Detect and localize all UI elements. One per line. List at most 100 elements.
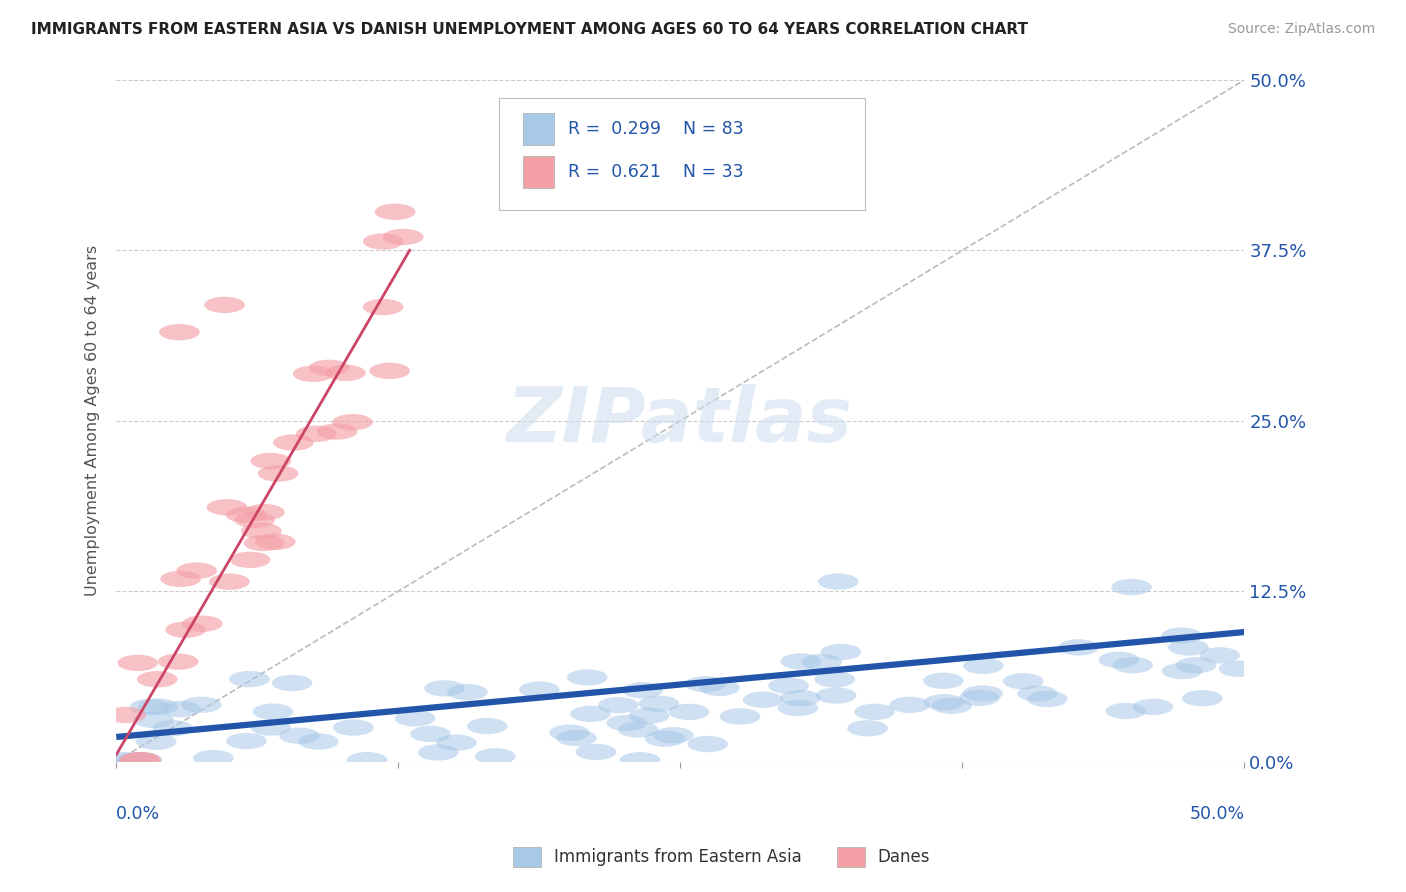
- Ellipse shape: [855, 704, 894, 720]
- Ellipse shape: [152, 720, 193, 737]
- Ellipse shape: [207, 499, 247, 516]
- Text: Danes: Danes: [877, 848, 929, 866]
- Ellipse shape: [395, 710, 436, 726]
- Ellipse shape: [375, 203, 415, 220]
- Ellipse shape: [668, 704, 709, 720]
- Ellipse shape: [848, 720, 887, 737]
- Ellipse shape: [121, 752, 162, 768]
- Ellipse shape: [240, 523, 281, 539]
- Ellipse shape: [136, 671, 177, 688]
- Ellipse shape: [1168, 640, 1209, 656]
- Ellipse shape: [575, 744, 616, 760]
- Ellipse shape: [136, 733, 177, 750]
- Ellipse shape: [183, 615, 222, 632]
- Ellipse shape: [382, 228, 423, 245]
- Ellipse shape: [1112, 657, 1153, 673]
- Text: 50.0%: 50.0%: [1189, 805, 1244, 823]
- Ellipse shape: [645, 731, 685, 747]
- Ellipse shape: [962, 685, 1002, 702]
- Text: ZIPatlas: ZIPatlas: [508, 384, 853, 458]
- Ellipse shape: [815, 688, 856, 704]
- Ellipse shape: [628, 707, 669, 724]
- Ellipse shape: [229, 671, 270, 688]
- Ellipse shape: [193, 750, 233, 766]
- Ellipse shape: [1199, 647, 1240, 664]
- Text: 0.0%: 0.0%: [117, 805, 160, 823]
- Ellipse shape: [467, 718, 508, 734]
- Ellipse shape: [768, 678, 808, 694]
- Ellipse shape: [418, 744, 458, 761]
- Ellipse shape: [931, 698, 972, 714]
- Text: Source: ZipAtlas.com: Source: ZipAtlas.com: [1227, 22, 1375, 37]
- Ellipse shape: [742, 691, 783, 708]
- Ellipse shape: [280, 728, 319, 744]
- Ellipse shape: [1182, 690, 1223, 706]
- Ellipse shape: [1175, 657, 1216, 673]
- Ellipse shape: [105, 706, 146, 723]
- Ellipse shape: [138, 698, 179, 714]
- Ellipse shape: [122, 752, 162, 768]
- Ellipse shape: [436, 735, 477, 751]
- Ellipse shape: [370, 363, 411, 379]
- Ellipse shape: [519, 681, 560, 698]
- Ellipse shape: [298, 733, 339, 749]
- Ellipse shape: [209, 574, 250, 590]
- Text: IMMIGRANTS FROM EASTERN ASIA VS DANISH UNEMPLOYMENT AMONG AGES 60 TO 64 YEARS CO: IMMIGRANTS FROM EASTERN ASIA VS DANISH U…: [31, 22, 1028, 37]
- Ellipse shape: [411, 726, 451, 742]
- Ellipse shape: [129, 698, 170, 715]
- Ellipse shape: [550, 724, 591, 741]
- Ellipse shape: [1002, 673, 1043, 690]
- Ellipse shape: [1161, 627, 1202, 644]
- Ellipse shape: [688, 736, 728, 752]
- Ellipse shape: [253, 704, 294, 720]
- Ellipse shape: [780, 690, 821, 706]
- Ellipse shape: [250, 719, 291, 736]
- Ellipse shape: [160, 571, 201, 587]
- Ellipse shape: [159, 324, 200, 341]
- Ellipse shape: [226, 733, 267, 749]
- Ellipse shape: [699, 680, 740, 696]
- Ellipse shape: [229, 551, 270, 568]
- Ellipse shape: [101, 752, 142, 768]
- Ellipse shape: [963, 657, 1004, 674]
- Ellipse shape: [1017, 685, 1057, 702]
- Ellipse shape: [889, 697, 929, 713]
- Ellipse shape: [134, 712, 174, 728]
- Ellipse shape: [1161, 663, 1202, 679]
- Ellipse shape: [617, 722, 658, 738]
- Ellipse shape: [821, 644, 862, 660]
- Ellipse shape: [204, 297, 245, 313]
- Ellipse shape: [1111, 579, 1152, 595]
- Text: R =  0.299    N = 83: R = 0.299 N = 83: [568, 120, 744, 138]
- Ellipse shape: [235, 512, 276, 528]
- Ellipse shape: [295, 425, 336, 442]
- Ellipse shape: [959, 690, 1000, 706]
- Ellipse shape: [623, 682, 664, 698]
- Ellipse shape: [292, 366, 333, 382]
- Ellipse shape: [309, 359, 350, 376]
- Ellipse shape: [271, 675, 312, 691]
- Ellipse shape: [157, 654, 198, 670]
- Ellipse shape: [778, 699, 818, 716]
- Ellipse shape: [620, 752, 661, 768]
- Ellipse shape: [325, 365, 366, 381]
- Ellipse shape: [606, 714, 647, 731]
- Ellipse shape: [1059, 640, 1099, 656]
- Ellipse shape: [333, 720, 374, 736]
- Ellipse shape: [254, 533, 295, 550]
- Ellipse shape: [425, 681, 465, 697]
- Text: R =  0.621    N = 33: R = 0.621 N = 33: [568, 163, 744, 181]
- Ellipse shape: [598, 697, 638, 714]
- Ellipse shape: [226, 507, 267, 523]
- Ellipse shape: [166, 622, 205, 638]
- Ellipse shape: [181, 697, 222, 713]
- Ellipse shape: [243, 535, 284, 551]
- Ellipse shape: [814, 671, 855, 688]
- Ellipse shape: [780, 653, 821, 670]
- Ellipse shape: [347, 752, 388, 768]
- Ellipse shape: [685, 676, 725, 692]
- Ellipse shape: [250, 453, 291, 469]
- Ellipse shape: [818, 574, 859, 590]
- Ellipse shape: [801, 654, 842, 670]
- Ellipse shape: [120, 752, 160, 768]
